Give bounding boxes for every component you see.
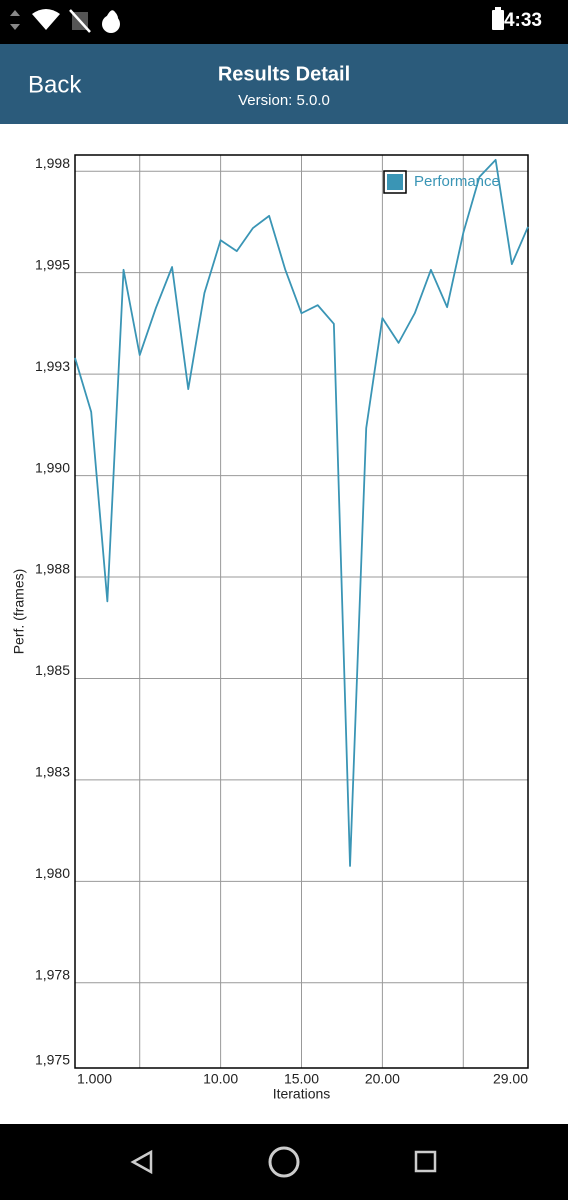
x-tick-label: 10.00 [203,1071,238,1087]
nav-bar [0,1124,568,1200]
y-tick-label: 1,983 [35,764,70,780]
x-tick-label: 20.00 [365,1071,400,1087]
plot-frame [74,154,529,1069]
nav-back[interactable] [130,1149,153,1175]
y-tick-label: 1,998 [35,155,70,171]
x-tick-label: 29.00 [493,1071,528,1087]
status-bar [0,0,568,44]
data-line [74,158,529,867]
y-tick-label: 1,995 [35,256,70,272]
y-tick-label: 1,980 [35,865,70,881]
y-tick-label: 1,990 [35,459,70,475]
x-tick-label: 1.000 [77,1071,112,1087]
legend-swatch-fill [387,174,403,190]
y-tick-label: 1,985 [35,662,70,678]
y-tick-label: 1,993 [35,358,70,374]
header-subtitle: Version: 5.0.0 [238,92,330,109]
x-axis-label: Iterations [273,1086,331,1102]
header-title: Results Detail [218,63,350,85]
chart: 1,998 1,995 1,993 1,990 1,988 1,985 1,983 1,980… [11,154,529,1102]
y-tick-label: 1,978 [35,966,70,982]
y-tick-label: 1,988 [35,561,70,577]
status-time: 4:33 [504,10,542,31]
y-axis-label: Perf. (frames) [11,569,27,655]
y-tick-label: 1,975 [35,1052,70,1068]
back-button[interactable]: Back [28,71,82,98]
status-icons [10,7,504,33]
x-tick-label: 15.00 [284,1071,319,1087]
app-header [0,44,568,124]
nav-recents[interactable] [414,1150,437,1173]
legend-label: Performance [414,173,500,190]
nav-home[interactable] [268,1146,300,1178]
